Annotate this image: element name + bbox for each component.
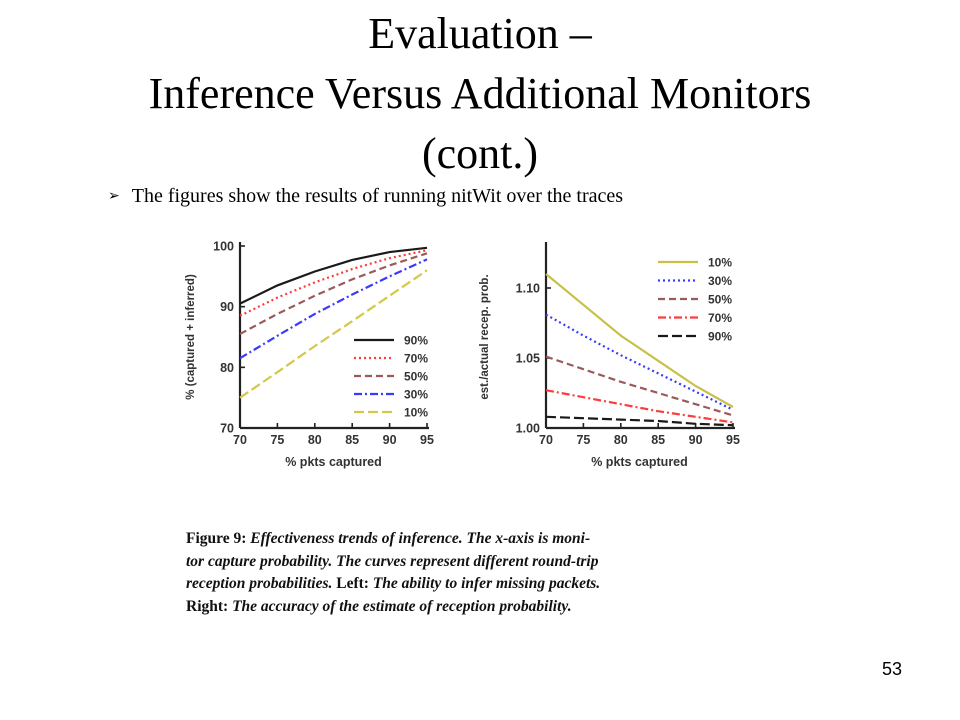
series-line-90pct [239, 246, 428, 305]
y-axis-label: % (captured + inferred) [185, 274, 197, 400]
x-tick-label: 85 [651, 433, 665, 447]
title-line: Evaluation – [368, 9, 592, 58]
x-axis-label: % pkts captured [285, 455, 382, 469]
x-tick-label: 75 [270, 433, 284, 447]
legend-label: 10% [404, 406, 428, 420]
legend-label: 70% [708, 311, 732, 325]
x-tick-label: 95 [420, 433, 434, 447]
series-line-10pct [239, 269, 428, 399]
caption-segment: Effectiveness trends of inference. The [246, 530, 496, 547]
bullet-point: ➢ The figures show the results of running… [108, 184, 623, 210]
series-line-90pct [545, 415, 734, 427]
x-tick-label: 95 [726, 433, 740, 447]
x-tick-label: 75 [576, 433, 590, 447]
legend-label: 30% [404, 388, 428, 402]
title-line: Inference Versus Additional Monitors [148, 69, 812, 118]
caption-line: Right: The accuracy of the estimate of r… [186, 596, 766, 619]
caption-segment: -axis is moni- [503, 530, 591, 547]
caption-segment: tor capture probability. The curves repr… [186, 552, 599, 570]
y-tick-label: 1.00 [516, 422, 540, 436]
y-tick-label: 100 [213, 240, 234, 254]
series-line-30pct [239, 258, 428, 360]
right-chart: 70 75 80 85 90 95 1.00 1.05 1.10 % pkts captured e… [479, 242, 740, 469]
caption-segment: The ability to infer missing packets. [368, 575, 601, 592]
series-line-70pct [239, 249, 428, 317]
legend-label: 10% [708, 256, 732, 270]
x-tick-label: 90 [689, 433, 703, 447]
y-tick-label: 80 [220, 361, 234, 375]
caption-segment: x [495, 530, 504, 547]
y-tick-label: 1.05 [516, 352, 540, 366]
legend-label: 30% [708, 274, 732, 288]
series-line-10pct [545, 273, 734, 408]
x-tick-label: 90 [383, 433, 397, 447]
left-chart: 70 75 80 85 90 95 70 80 90 100 % pkts captured % (c… [185, 240, 434, 470]
series-line-30pct [545, 313, 734, 411]
caption-segment: The accuracy of the estimate of receptio… [228, 597, 572, 615]
y-tick-label: 90 [220, 300, 234, 314]
page-number: 53 [881, 659, 902, 679]
caption-line: Figure 9: Effectiveness trends of infere… [186, 528, 766, 551]
legend-label: 90% [708, 330, 732, 344]
x-tick-label: 85 [345, 433, 359, 447]
series-line-50pct [239, 252, 428, 335]
x-tick-label: 70 [539, 433, 553, 447]
title-line: (cont.) [421, 129, 539, 178]
legend-label: 50% [404, 370, 428, 384]
legend-label: 90% [404, 334, 428, 348]
legend-label: 50% [708, 293, 732, 307]
x-tick-label: 80 [308, 433, 322, 447]
x-tick-label: 80 [614, 433, 628, 447]
bullet-text: The figures show the results of running … [131, 185, 624, 207]
caption-segment: Left: [336, 575, 369, 592]
figure-caption: Figure 9: Effectiveness trends of infere… [186, 528, 766, 618]
caption-segment: reception probabilities. [186, 575, 337, 592]
caption-segment: Right: [186, 597, 229, 615]
arrow-bullet-icon: ➢ [108, 188, 120, 204]
caption-line: tor capture probability. The curves repr… [186, 551, 766, 574]
caption-segment: Figure 9: [186, 530, 247, 547]
slide-title: Evaluation – Inference Versus Additional… [0, 4, 960, 184]
y-tick-label: 1.10 [516, 282, 540, 296]
caption-line: reception probabilities. Left: The abili… [186, 573, 766, 596]
y-tick-label: 70 [220, 422, 234, 436]
y-axis-label: est./actual recep. prob. [479, 274, 491, 399]
x-tick-label: 70 [233, 433, 247, 447]
x-axis-label: % pkts captured [591, 455, 688, 469]
legend-label: 70% [404, 352, 428, 366]
